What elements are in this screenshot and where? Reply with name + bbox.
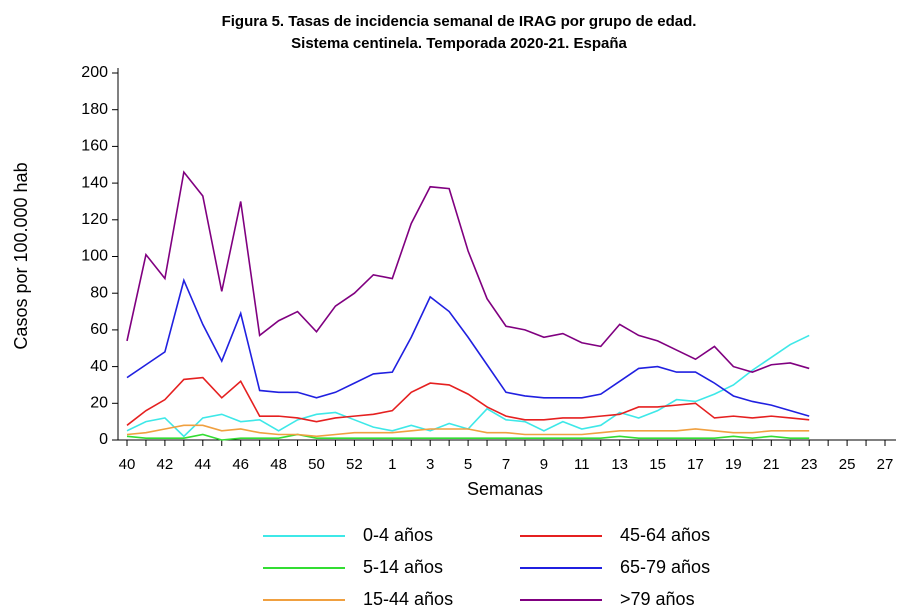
x-tick-label: 3: [426, 456, 434, 473]
y-tick-label: 180: [81, 101, 108, 118]
legend-label: 45-64 años: [620, 525, 710, 545]
x-tick-label: 9: [540, 456, 548, 473]
y-tick-label: 200: [81, 64, 108, 81]
x-tick-label: 44: [194, 456, 211, 473]
series-line: [126, 334, 810, 438]
x-tick-label: 23: [801, 456, 818, 473]
chart-title: Figura 5. Tasas de incidencia semanal de…: [222, 13, 697, 30]
series-line: [126, 376, 810, 426]
x-tick-label: 17: [687, 456, 704, 473]
x-tick-label: 5: [464, 456, 472, 473]
legend-label: 15-44 años: [363, 589, 453, 609]
series-line: [126, 424, 810, 438]
x-tick-label: 21: [763, 456, 780, 473]
y-tick-label: 140: [81, 174, 108, 191]
x-tick-label: 7: [502, 456, 510, 473]
y-tick-label: 40: [90, 358, 108, 375]
x-tick-label: 40: [119, 456, 136, 473]
x-tick-label: 19: [725, 456, 742, 473]
x-tick-label: 52: [346, 456, 363, 473]
y-tick-label: 0: [99, 431, 108, 448]
y-tick-label: 100: [81, 248, 108, 265]
legend-label: 0-4 años: [363, 525, 433, 545]
legend-label: >79 años: [620, 589, 695, 609]
y-tick-label: 20: [90, 395, 108, 412]
legend-label: 65-79 años: [620, 557, 710, 577]
y-axis-label: Casos por 100.000 hab: [11, 162, 31, 349]
x-tick-label: 15: [649, 456, 666, 473]
x-tick-label: 50: [308, 456, 325, 473]
x-tick-label: 48: [270, 456, 287, 473]
x-tick-label: 25: [839, 456, 856, 473]
x-tick-label: 27: [877, 456, 894, 473]
legend-label: 5-14 años: [363, 557, 443, 577]
x-tick-label: 13: [611, 456, 628, 473]
x-tick-label: 42: [157, 456, 174, 473]
y-tick-label: 80: [90, 284, 108, 301]
x-axis-label: Semanas: [467, 479, 543, 499]
series-line: [126, 277, 810, 417]
x-tick-label: 1: [388, 456, 396, 473]
x-tick-label: 46: [232, 456, 249, 473]
y-tick-label: 120: [81, 211, 108, 228]
series-line: [126, 433, 810, 441]
chart-title: Sistema centinela. Temporada 2020-21. Es…: [291, 35, 627, 52]
y-tick-label: 60: [90, 321, 108, 338]
series-line: [126, 170, 810, 373]
x-tick-label: 11: [574, 456, 590, 473]
y-tick-label: 160: [81, 138, 108, 155]
